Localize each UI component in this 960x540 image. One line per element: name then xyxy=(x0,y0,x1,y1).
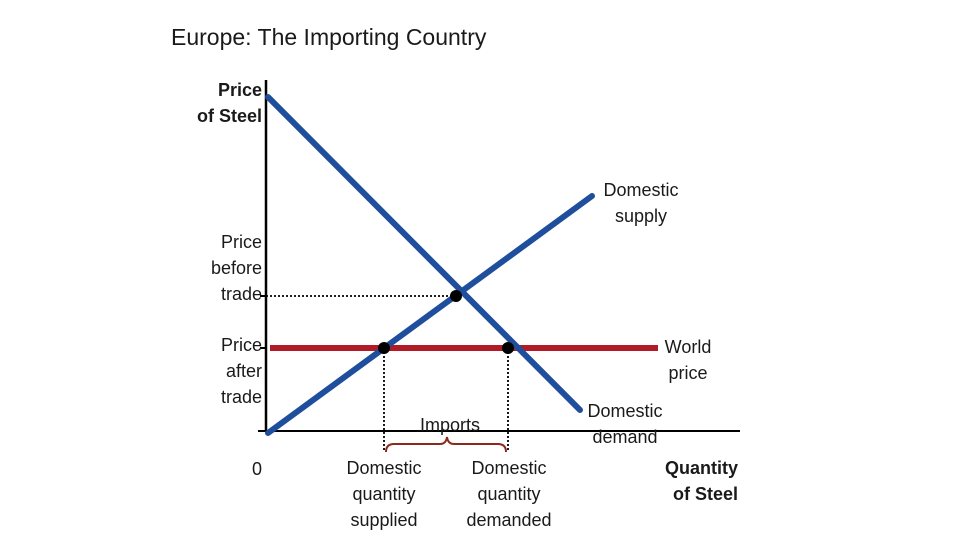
imports-label: Imports xyxy=(419,415,480,435)
quantity-supplied-point xyxy=(378,342,390,354)
imports-brace xyxy=(385,436,507,453)
quantity-demanded-point xyxy=(502,342,514,354)
x-axis-label: Quantity of Steel xyxy=(664,458,738,504)
domestic-supply-curve xyxy=(265,193,595,436)
quantity-demanded-label: Domestic quantity demanded xyxy=(466,458,552,530)
diagram-title: Europe: The Importing Country xyxy=(171,24,487,50)
domestic-demand-label: Domestic demand xyxy=(587,401,663,447)
origin-label: 0 xyxy=(251,459,262,479)
world-price-label: World price xyxy=(664,337,712,383)
domestic-supply-label: Domestic supply xyxy=(603,180,679,226)
equilibrium-point xyxy=(450,290,462,302)
y-axis-label: Price of Steel xyxy=(196,80,262,126)
price-before-trade-label: Price before trade xyxy=(210,232,262,304)
price-after-trade-label: Price after trade xyxy=(220,335,262,407)
domestic-demand-curve xyxy=(265,94,583,413)
quantity-supplied-label: Domestic quantity supplied xyxy=(346,458,422,530)
